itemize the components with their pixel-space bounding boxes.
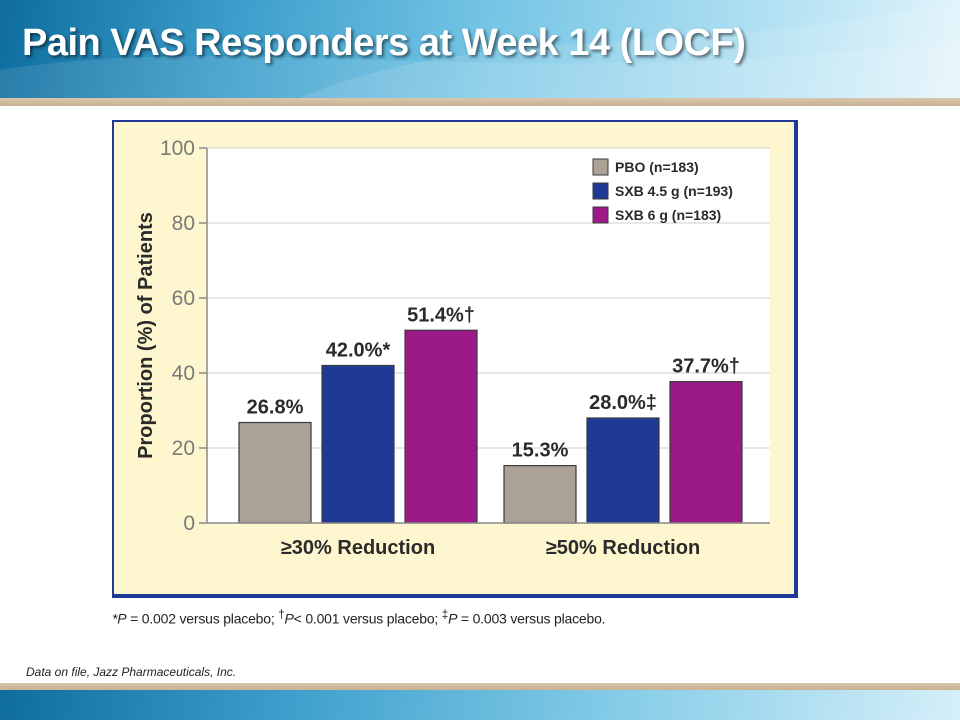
footnote-p-3: P [448, 610, 458, 627]
data-label: 51.4%† [407, 304, 475, 326]
bar [669, 381, 743, 524]
y-tick-label: 80 [172, 212, 195, 235]
footnote-symbol-3: ‡ [441, 608, 449, 621]
data-label: 42.0%* [326, 340, 391, 362]
bar [503, 465, 577, 524]
category-label: ≥30% Reduction [281, 537, 435, 559]
legend-swatch [592, 158, 609, 176]
y-tick-label: 40 [172, 362, 195, 385]
data-label: 26.8% [247, 397, 304, 419]
footnote-text-3: = 0.003 versus placebo. [457, 610, 606, 627]
y-tick-label: 0 [183, 512, 195, 535]
figure-panel: 26.8% 42.0%* 51.4%† 15.3% 28.0%‡ 37.7%† 0 20 40… [112, 118, 800, 630]
data-label: 15.3% [512, 440, 569, 462]
footnote: *P = 0.002 versus placebo; †P< 0.001 ver… [112, 608, 800, 627]
bar [586, 417, 660, 524]
slide-title: Pain VAS Responders at Week 14 (LOCF) [22, 22, 746, 64]
footnote-text-1: = 0.002 versus placebo; [126, 610, 279, 627]
footnote-p-2: P [284, 610, 294, 627]
legend-label: PBO (n=183) [615, 159, 699, 175]
bar [238, 421, 312, 524]
slide-header: Pain VAS Responders at Week 14 (LOCF) [0, 0, 960, 98]
data-label: 28.0%‡ [589, 392, 657, 414]
legend-label: SXB 4.5 g (n=193) [615, 183, 733, 199]
bars: 26.8% 42.0%* 51.4%† 15.3% 28.0%‡ 37.7%† [238, 304, 743, 524]
footnote-symbol-1: * [112, 610, 118, 627]
bar [404, 329, 478, 524]
legend-label: SXB 6 g (n=183) [615, 207, 721, 223]
y-axis-label: Proportion (%) of Patients [135, 212, 157, 459]
header-divider [0, 98, 960, 106]
slide-footer [0, 690, 960, 720]
category-label: ≥50% Reduction [546, 537, 700, 559]
header-wave-decoration [0, 0, 960, 98]
y-tick-label: 60 [172, 287, 195, 310]
axes: 0 20 40 60 80 100 Proportion (%) of Patients ≥3… [135, 137, 770, 559]
footnote-symbol-2: † [278, 608, 285, 621]
data-label: 37.7%† [672, 356, 740, 378]
footer-divider [0, 683, 960, 690]
legend-swatch [592, 182, 609, 200]
y-tick-label: 100 [160, 137, 195, 160]
y-tick-label: 20 [172, 437, 195, 460]
footnote-p-1: P [117, 610, 127, 627]
legend-swatch [592, 206, 609, 224]
bar [321, 364, 395, 524]
footnote-text-2: < 0.001 versus placebo; [293, 610, 442, 627]
source-citation: Data on file, Jazz Pharmaceuticals, Inc. [26, 665, 237, 679]
bar-chart: 26.8% 42.0%* 51.4%† 15.3% 28.0%‡ 37.7%† 0 20 40… [112, 120, 798, 598]
legend: PBO (n=183) SXB 4.5 g (n=193) SXB 6 g (n=1… [592, 158, 733, 224]
